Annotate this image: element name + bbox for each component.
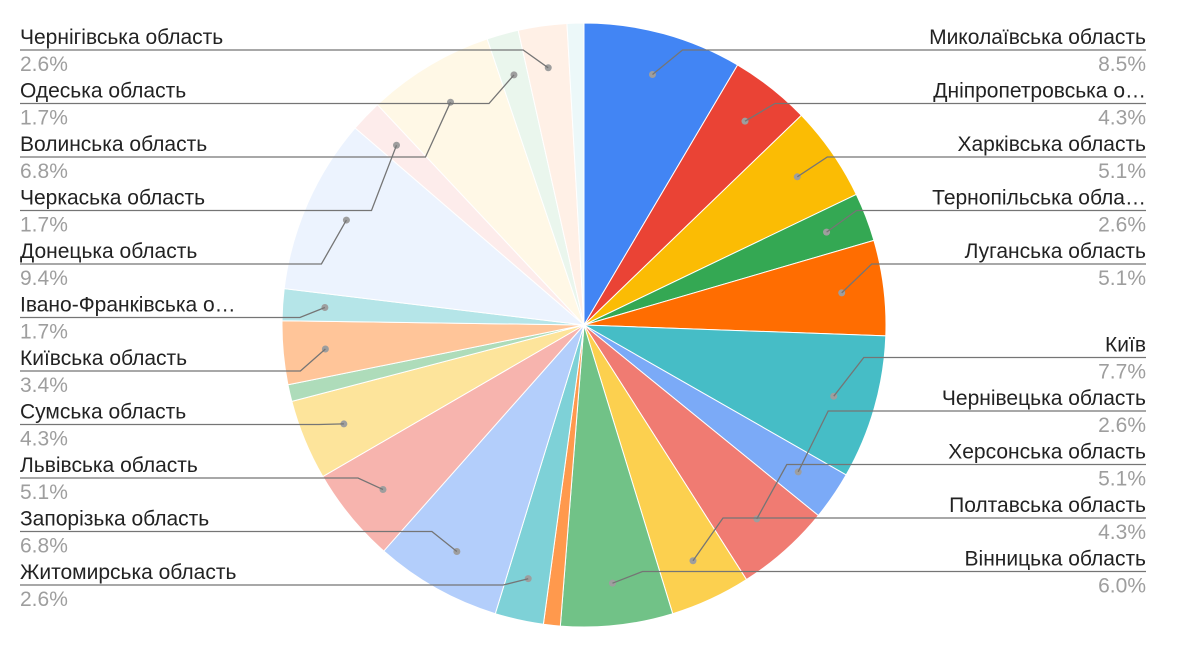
slice-percent-label: 2.6% <box>1098 214 1146 237</box>
slice-marker-dot <box>342 216 350 224</box>
slice-percent-label: 2.6% <box>1098 414 1146 437</box>
leader-line <box>20 145 398 212</box>
leader-line <box>20 477 384 491</box>
leader-line <box>841 263 1146 294</box>
slice-percent-label: 9.4% <box>20 267 68 290</box>
pie-slice[interactable] <box>283 127 586 326</box>
slice-label: Вінницька область <box>965 548 1147 571</box>
leader-line <box>20 101 452 158</box>
slice-label: Львівська область <box>20 454 198 477</box>
slice-label: Дніпропетровська о… <box>933 80 1146 103</box>
slice-label: Одеська область <box>20 80 186 103</box>
leader-line <box>20 423 344 426</box>
slice-label: Житомирська область <box>20 561 236 584</box>
leader-line <box>20 219 347 265</box>
slice-percent-label: 1.7% <box>20 214 68 237</box>
leader-line <box>796 156 1146 178</box>
slice-label: Херсонська область <box>948 441 1146 464</box>
slice-marker-dot <box>393 141 400 149</box>
leader-lines <box>20 49 1146 587</box>
leader-line <box>20 74 515 105</box>
slice-label: Луганська область <box>965 240 1146 263</box>
slice-percent-label: 4.3% <box>20 428 68 451</box>
slice-label: Черкаська область <box>20 187 205 210</box>
slice-percent-label: 2.6% <box>20 588 68 611</box>
slice-percent-label: 5.1% <box>1098 468 1146 491</box>
leader-line <box>652 49 1146 76</box>
leader-line <box>20 578 529 586</box>
leader-line <box>797 410 1146 473</box>
slice-percent-label: 5.1% <box>1098 160 1146 183</box>
pie-slice[interactable] <box>583 22 739 327</box>
leader-line <box>20 348 326 372</box>
leader-line <box>20 530 458 553</box>
slice-label: Сумська область <box>20 401 186 424</box>
slice-marker-dot <box>741 117 749 125</box>
pie-slices <box>281 22 887 628</box>
slice-label: Чернігівська область <box>20 26 223 49</box>
leader-line <box>20 49 549 69</box>
slice-label: Чернівецька область <box>942 387 1146 410</box>
slice-label: Київська область <box>20 347 187 370</box>
leader-line <box>826 209 1146 233</box>
slice-label: Миколаївська область <box>929 26 1146 49</box>
pie-slice[interactable] <box>583 324 887 476</box>
slice-percent-label: 6.0% <box>1098 575 1146 598</box>
slice-percent-label: 8.5% <box>1098 53 1146 76</box>
leader-line <box>612 570 1146 584</box>
slice-label: Харківська область <box>958 133 1147 156</box>
leader-line <box>744 102 1146 122</box>
slice-percent-label: 6.8% <box>20 160 68 183</box>
slice-label: Полтавська область <box>949 494 1146 517</box>
slice-percent-label: 1.7% <box>20 107 68 130</box>
leader-line <box>692 517 1146 562</box>
slice-percent-label: 7.7% <box>1098 361 1146 384</box>
slice-percent-label: 4.3% <box>1098 107 1146 130</box>
slice-marker-dot <box>608 579 616 587</box>
slice-percent-label: 5.1% <box>1098 267 1146 290</box>
pie-slice[interactable] <box>383 324 585 615</box>
pie-slice[interactable] <box>566 22 585 326</box>
leader-line <box>833 356 1146 397</box>
slice-percent-label: 1.7% <box>20 321 68 344</box>
slice-label: Івано-Франківська о… <box>20 294 236 317</box>
slice-percent-label: 5.1% <box>20 481 68 504</box>
slice-label: Волинська область <box>20 133 207 156</box>
slice-label: Запорізька область <box>20 508 209 531</box>
slice-marker-dot <box>793 173 801 181</box>
leader-line <box>20 306 326 319</box>
slice-marker-dot <box>524 575 532 583</box>
slice-percent-label: 6.8% <box>20 535 68 558</box>
leader-line <box>756 463 1146 520</box>
slice-labels: Миколаївська область 8.5% Дніпропетровська… <box>20 26 1146 611</box>
slice-percent-label: 3.4% <box>20 374 68 397</box>
slice-label: Донецька область <box>20 240 197 263</box>
slice-percent-label: 4.3% <box>1098 521 1146 544</box>
slice-label: Київ <box>1105 334 1146 357</box>
slice-percent-label: 2.6% <box>20 53 68 76</box>
slice-label: Тернопільська обла… <box>932 187 1146 210</box>
